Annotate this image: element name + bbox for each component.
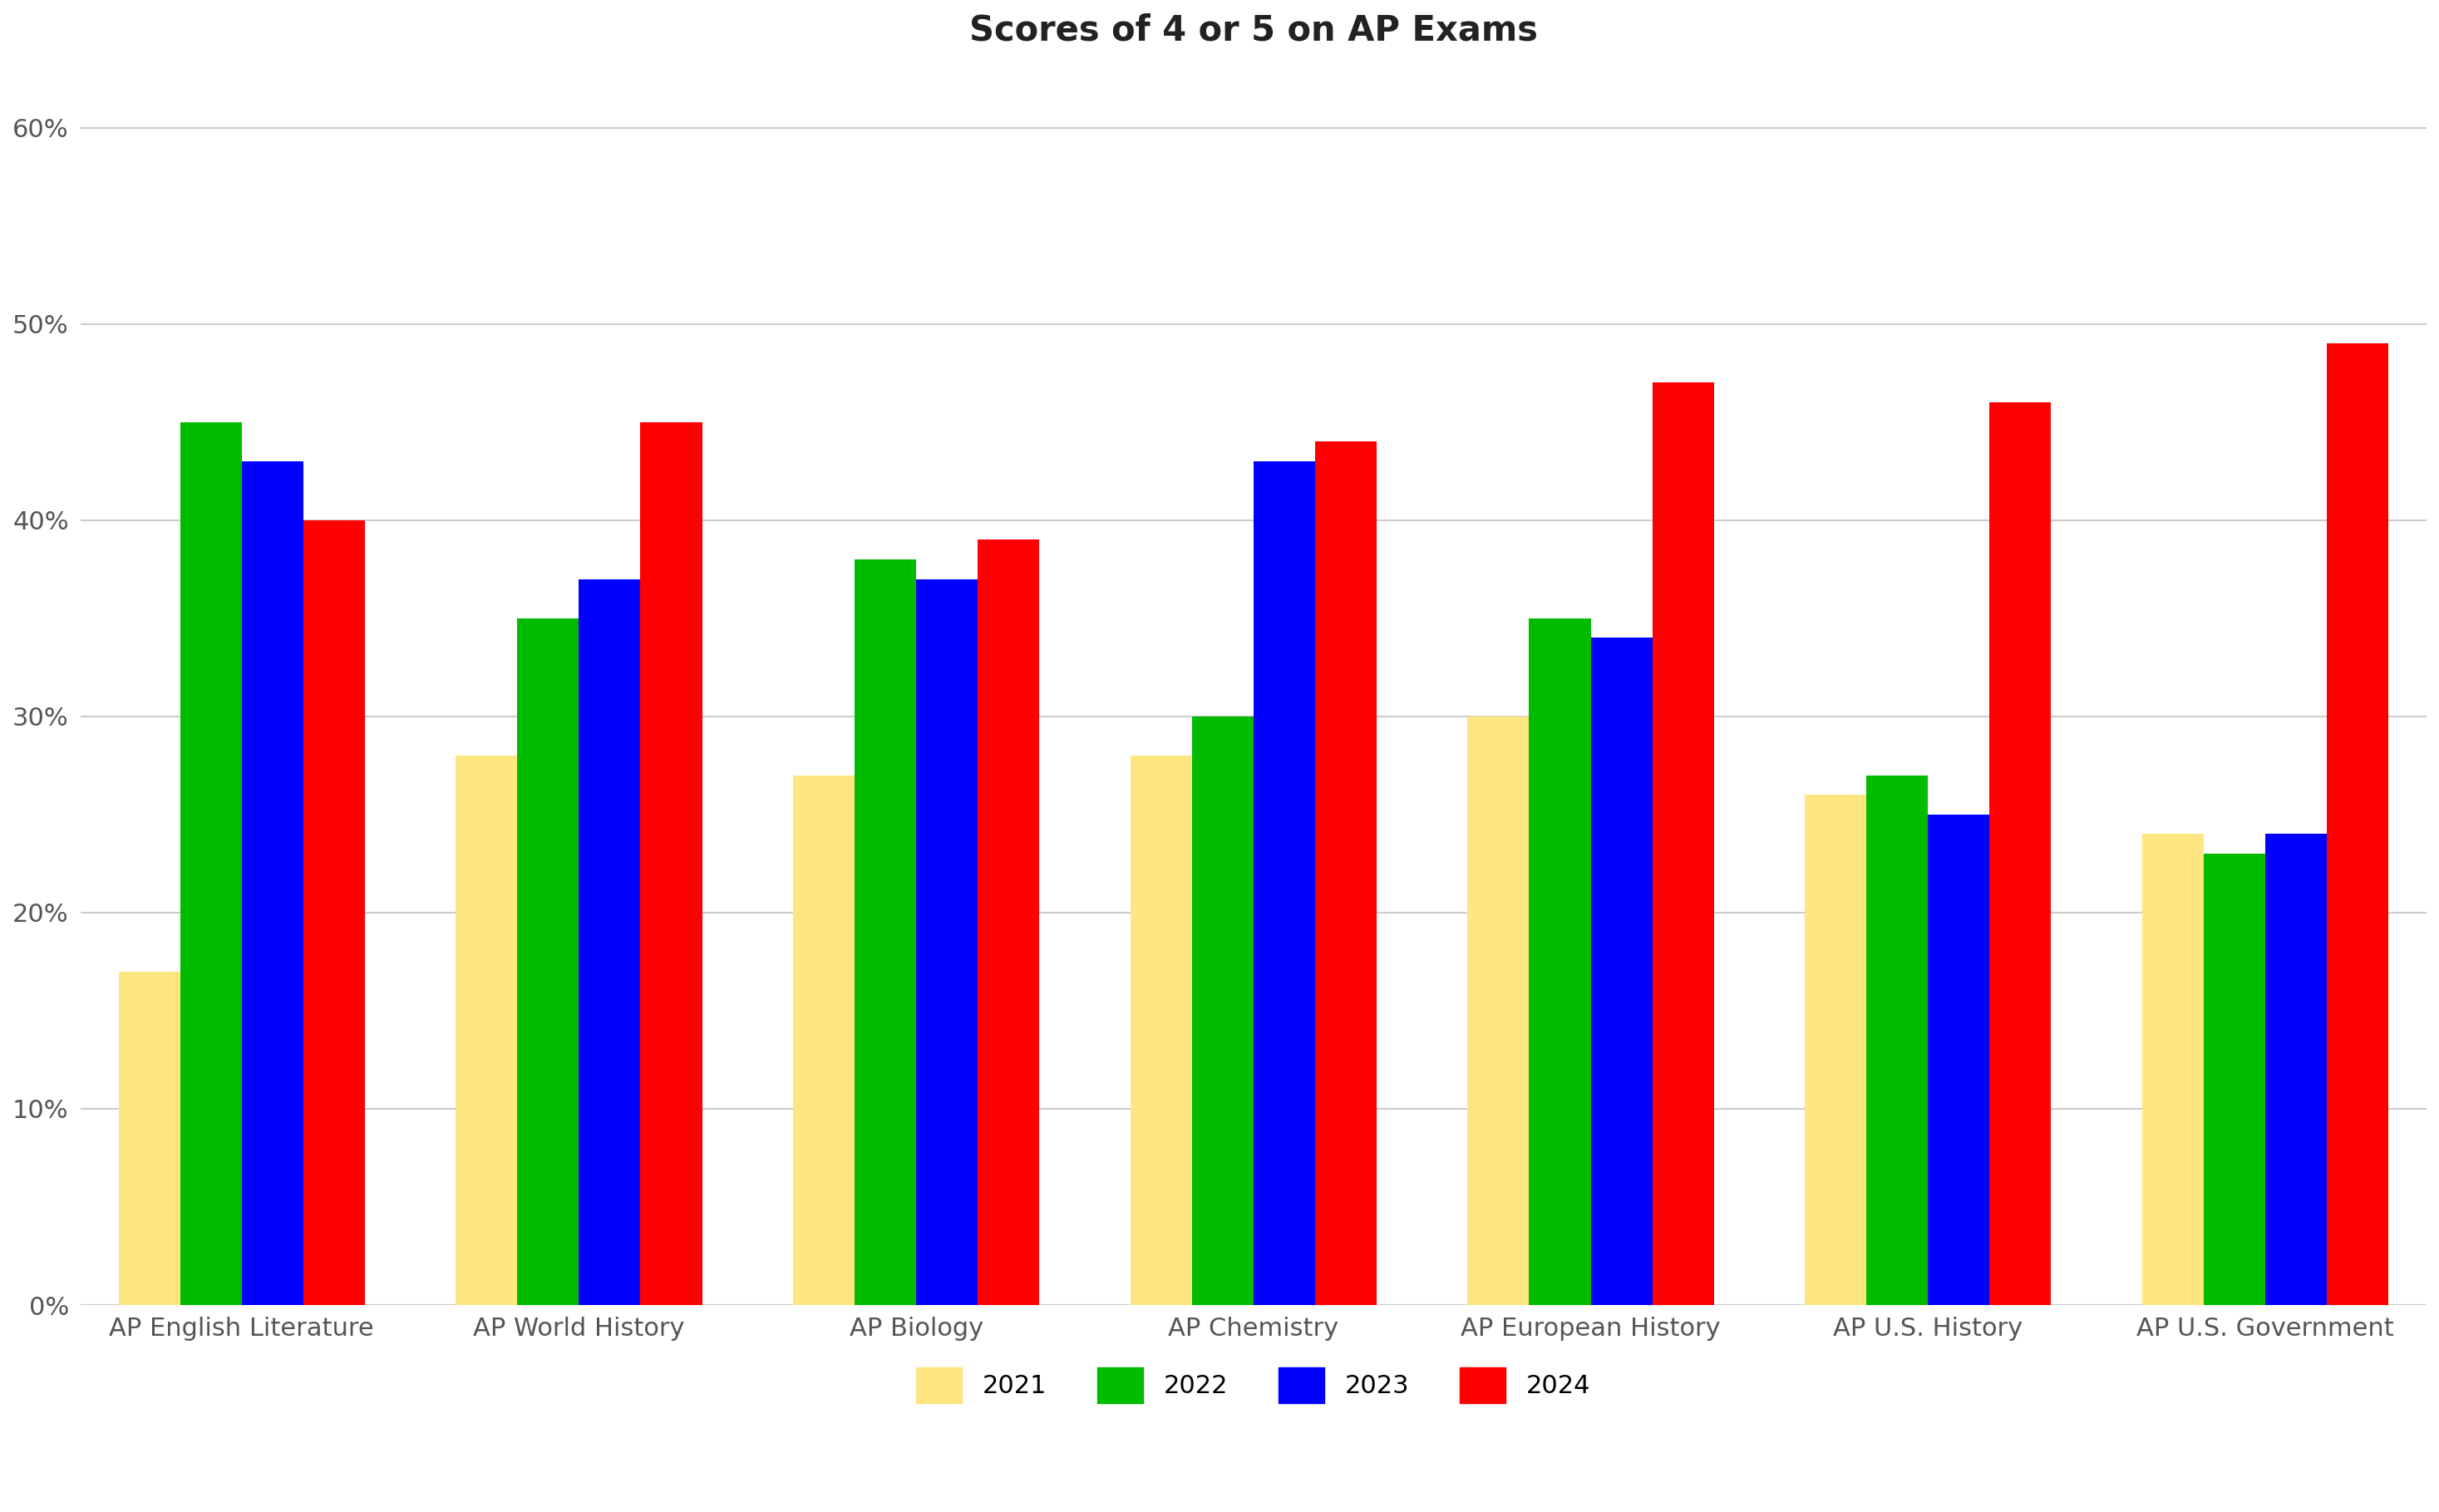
Legend: 2021, 2022, 2023, 2024: 2021, 2022, 2023, 2024 [902, 1355, 1602, 1417]
Bar [641, 422, 702, 1305]
Bar [2266, 835, 2327, 1305]
Bar [1315, 442, 1376, 1305]
Bar [578, 579, 641, 1305]
Bar [854, 559, 917, 1305]
Bar [180, 422, 241, 1305]
Bar [1805, 795, 1866, 1305]
Bar [793, 776, 854, 1305]
Bar [1193, 717, 1254, 1305]
Bar [1529, 618, 1590, 1305]
Bar [2327, 343, 2388, 1305]
Bar [2141, 835, 2205, 1305]
Bar [517, 618, 578, 1305]
Bar [241, 461, 302, 1305]
Bar [302, 520, 366, 1305]
Title: Scores of 4 or 5 on AP Exams: Scores of 4 or 5 on AP Exams [968, 12, 1537, 47]
Bar [456, 756, 517, 1305]
Bar [1927, 815, 1990, 1305]
Bar [978, 540, 1039, 1305]
Bar [1468, 717, 1529, 1305]
Bar [1129, 756, 1193, 1305]
Bar [120, 972, 180, 1305]
Bar [917, 579, 978, 1305]
Bar [1990, 402, 2051, 1305]
Bar [2205, 854, 2266, 1305]
Bar [1590, 638, 1651, 1305]
Bar [1651, 383, 1715, 1305]
Bar [1866, 776, 1927, 1305]
Bar [1254, 461, 1315, 1305]
